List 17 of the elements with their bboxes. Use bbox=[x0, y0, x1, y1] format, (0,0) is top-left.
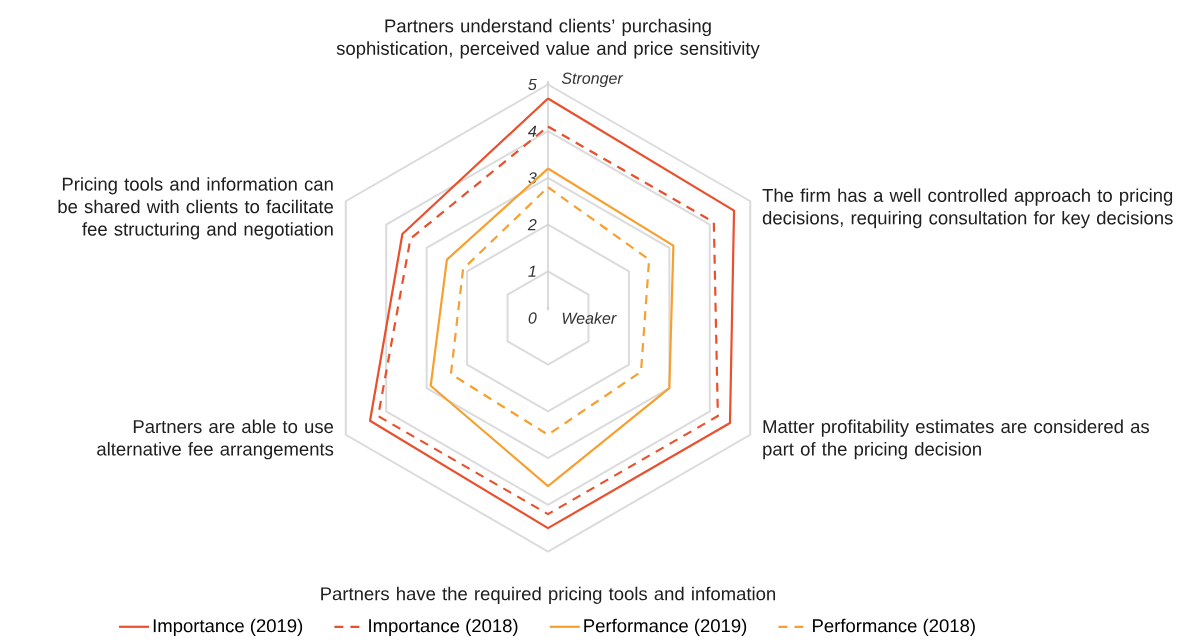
spoke-label: Partners are able to use alternative fee arrangements bbox=[97, 419, 334, 460]
legend-label: Performance (2018) bbox=[813, 618, 975, 636]
y-tick-label: 2 bbox=[527, 219, 537, 231]
legend-label: Performance (2019) bbox=[584, 618, 747, 636]
text: Weaker bbox=[562, 312, 617, 324]
spoke-label: Partners understand clients’ purchasing sophistication, perceived value and price sensitivity bbox=[336, 18, 760, 59]
text: Stronger bbox=[561, 72, 624, 88]
spoke-label: The firm has a well controlled approach to pricing decisions, requiring consultation for key decisions bbox=[762, 188, 1173, 229]
y-tick-label: 4 bbox=[528, 125, 537, 137]
legend-label: Importance (2019) bbox=[153, 618, 303, 636]
spoke-label: Pricing tools and information can be shared with clients to facilitate fee structuring and negotiation bbox=[58, 177, 334, 240]
spoke-label: Partners have the required pricing tools and infomation bbox=[321, 586, 776, 604]
y-tick-label: 1 bbox=[528, 265, 536, 277]
y-tick-label: 0 bbox=[528, 312, 537, 324]
legend-label: Importance (2018) bbox=[369, 618, 518, 636]
spoke-label: Matter profitability estimates are considered as part of the pricing decision bbox=[763, 419, 1149, 460]
y-tick-label: 5 bbox=[528, 78, 537, 91]
